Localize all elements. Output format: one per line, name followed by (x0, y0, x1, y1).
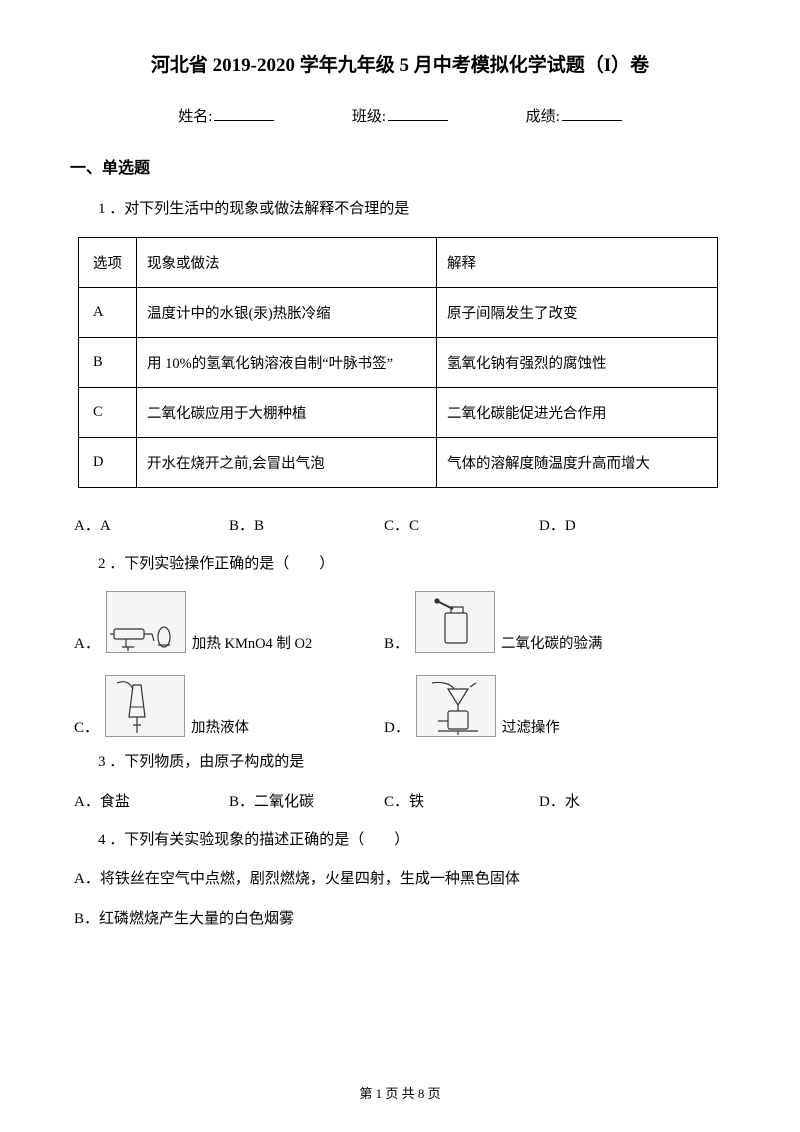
table-row: D 开水在烧开之前,会冒出气泡 气体的溶解度随温度升高而增大 (79, 437, 718, 487)
th-opt: 选项 (79, 237, 137, 287)
table-row: C 二氧化碳应用于大棚种植 二氧化碳能促进光合作用 (79, 387, 718, 437)
q1-table: 选项 现象或做法 解释 A 温度计中的水银(汞)热胀冷缩 原子间隔发生了改变 B… (78, 237, 718, 488)
opt-letter: D． (384, 716, 410, 737)
cell-phen: 用 10%的氢氧化钠溶液自制“叶脉书签” (137, 337, 437, 387)
experiment-heating-kmno4-icon (106, 591, 186, 653)
q2-opt-a[interactable]: A． 加热 KMnO4 制 O2 (74, 591, 384, 653)
q4-stem: 4 ．下列有关实验现象的描述正确的是（ ） (98, 829, 730, 852)
q4-stmt-a[interactable]: A．将铁丝在空气中点燃，剧烈燃烧，火星四射，生成一种黑色固体 (74, 867, 730, 891)
page-title: 河北省 2019-2020 学年九年级 5 月中考模拟化学试题（I）卷 (70, 50, 730, 77)
table-row: A 温度计中的水银(汞)热胀冷缩 原子间隔发生了改变 (79, 287, 718, 337)
experiment-filter-icon (416, 675, 496, 737)
cell-opt: D (79, 437, 137, 487)
q3-opt-b[interactable]: B．二氧化碳 (229, 790, 384, 811)
q2-opt-d[interactable]: D． 过滤操作 (384, 675, 694, 737)
section-heading: 一、单选题 (70, 154, 730, 178)
name-blank[interactable] (214, 107, 274, 121)
page-footer: 第 1 页 共 8 页 (0, 1083, 800, 1102)
cell-opt: C (79, 387, 137, 437)
q2-stem: 2 ．下列实验操作正确的是（ ） (98, 553, 730, 576)
opt-caption: 加热 KMnO4 制 O2 (192, 632, 312, 653)
opt-caption: 加热液体 (191, 716, 249, 737)
q1-opt-a[interactable]: A．A (74, 514, 229, 535)
q1-options: A．A B．B C．C D．D (74, 514, 730, 535)
cell-phen: 温度计中的水银(汞)热胀冷缩 (137, 287, 437, 337)
q3-options: A．食盐 B．二氧化碳 C．铁 D．水 (74, 790, 730, 811)
q1-opt-c[interactable]: C．C (384, 514, 539, 535)
class-label: 班级: (352, 109, 386, 125)
cell-opt: B (79, 337, 137, 387)
opt-caption: 二氧化碳的验满 (501, 632, 603, 653)
table-row: B 用 10%的氢氧化钠溶液自制“叶脉书签” 氢氧化钠有强烈的腐蚀性 (79, 337, 718, 387)
q3-opt-c[interactable]: C．铁 (384, 790, 539, 811)
name-label: 姓名: (178, 109, 212, 125)
score-label: 成绩: (526, 109, 560, 125)
cell-opt: A (79, 287, 137, 337)
q2-opt-c[interactable]: C． 加热液体 (74, 675, 384, 737)
q3-opt-d[interactable]: D．水 (539, 790, 694, 811)
opt-letter: C． (74, 716, 99, 737)
experiment-heating-liquid-icon (105, 675, 185, 737)
opt-letter: A． (74, 632, 100, 653)
q1-opt-b[interactable]: B．B (229, 514, 384, 535)
th-phen: 现象或做法 (137, 237, 437, 287)
score-blank[interactable] (562, 107, 622, 121)
cell-expl: 原子间隔发生了改变 (437, 287, 718, 337)
q2-options: A． 加热 KMnO4 制 O2 B． 二氧化碳的验满 C． (74, 591, 730, 737)
cell-expl: 氢氧化钠有强烈的腐蚀性 (437, 337, 718, 387)
q3-opt-a[interactable]: A．食盐 (74, 790, 229, 811)
cell-phen: 开水在烧开之前,会冒出气泡 (137, 437, 437, 487)
q2-opt-b[interactable]: B． 二氧化碳的验满 (384, 591, 694, 653)
table-header-row: 选项 现象或做法 解释 (79, 237, 718, 287)
q3-stem: 3 ．下列物质，由原子构成的是 (98, 751, 730, 774)
q1-opt-d[interactable]: D．D (539, 514, 694, 535)
cell-expl: 二氧化碳能促进光合作用 (437, 387, 718, 437)
cell-phen: 二氧化碳应用于大棚种植 (137, 387, 437, 437)
th-expl: 解释 (437, 237, 718, 287)
cell-expl: 气体的溶解度随温度升高而增大 (437, 437, 718, 487)
experiment-co2-full-icon (415, 591, 495, 653)
opt-caption: 过滤操作 (502, 716, 560, 737)
class-blank[interactable] (388, 107, 448, 121)
q1-stem: 1 ．对下列生活中的现象或做法解释不合理的是 (98, 198, 730, 221)
q4-stmt-b[interactable]: B．红磷燃烧产生大量的白色烟雾 (74, 907, 730, 931)
info-line: 姓名: 班级: 成绩: (70, 105, 730, 126)
opt-letter: B． (384, 632, 409, 653)
